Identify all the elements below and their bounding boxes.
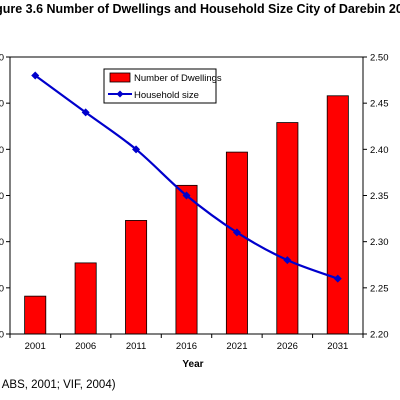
household-size-point — [31, 71, 40, 80]
plot-area-border — [9, 56, 364, 335]
left-tick-label: 0,000 — [0, 145, 4, 156]
left-tick-label: 0,000 — [0, 99, 4, 110]
x-tick-label: 2001 — [25, 341, 46, 352]
x-tick-label: 2031 — [327, 341, 348, 352]
legend-label-dwellings: Number of Dwellings — [134, 73, 222, 84]
right-tick-label: 2.45 — [370, 99, 389, 110]
x-tick-label: 2011 — [126, 341, 146, 352]
x-tick-label: 2016 — [176, 341, 197, 352]
right-tick-label: 2.40 — [370, 145, 389, 156]
left-tick-label: 0,000 — [0, 283, 4, 294]
left-tick-label: 0,000 — [0, 53, 4, 64]
right-axis-ticks: 2.20 2.25 2.30 2.35 2.40 2.45 2.50 — [363, 53, 389, 341]
right-tick-label: 2.35 — [370, 191, 389, 202]
x-tick-label: 2026 — [277, 341, 298, 352]
right-tick-label: 2.25 — [370, 283, 389, 294]
dwellings-bar — [74, 262, 97, 335]
dwellings-bar — [175, 184, 198, 335]
left-tick-label: 0,000 — [0, 330, 4, 341]
source-note: : ABS, 2001; VIF, 2004) — [0, 379, 116, 391]
household-size-point — [182, 191, 191, 200]
dwellings-bar — [276, 122, 299, 335]
household-size-line — [31, 71, 342, 283]
left-axis-ticks: 0,000 0,000 0,000 0,000 0,000 0,000 0,000 — [0, 53, 10, 341]
x-axis-ticks: 2001 2006 2011 2016 2021 2026 2031 — [9, 334, 364, 352]
household-size-point — [232, 228, 241, 237]
x-axis-label: Year — [182, 359, 203, 370]
x-tick-label: 2006 — [75, 341, 96, 352]
chart-title: Figure 3.6 Number of Dwellings and House… — [0, 2, 400, 16]
dwellings-bar — [125, 220, 148, 335]
household-size-point — [333, 274, 342, 283]
legend-label-household: Household size — [134, 90, 199, 101]
x-tick-label: 2021 — [226, 341, 247, 352]
household-size-point — [283, 256, 292, 265]
legend-marker-household — [116, 90, 124, 98]
legend: Number of Dwellings Household size — [103, 68, 222, 104]
household-size-point — [81, 108, 90, 117]
right-tick-label: 2.50 — [370, 53, 389, 64]
right-tick-label: 2.20 — [370, 330, 389, 341]
dwellings-bar — [326, 95, 349, 335]
right-tick-label: 2.30 — [370, 237, 389, 248]
dwellings-bar — [24, 295, 47, 335]
legend-swatch-dwellings — [109, 72, 131, 83]
dwellings-bars — [24, 95, 349, 335]
left-tick-label: 0,000 — [0, 237, 4, 248]
dwellings-bar — [225, 151, 248, 335]
left-tick-label: 0,000 — [0, 191, 4, 202]
household-size-point — [132, 145, 141, 154]
